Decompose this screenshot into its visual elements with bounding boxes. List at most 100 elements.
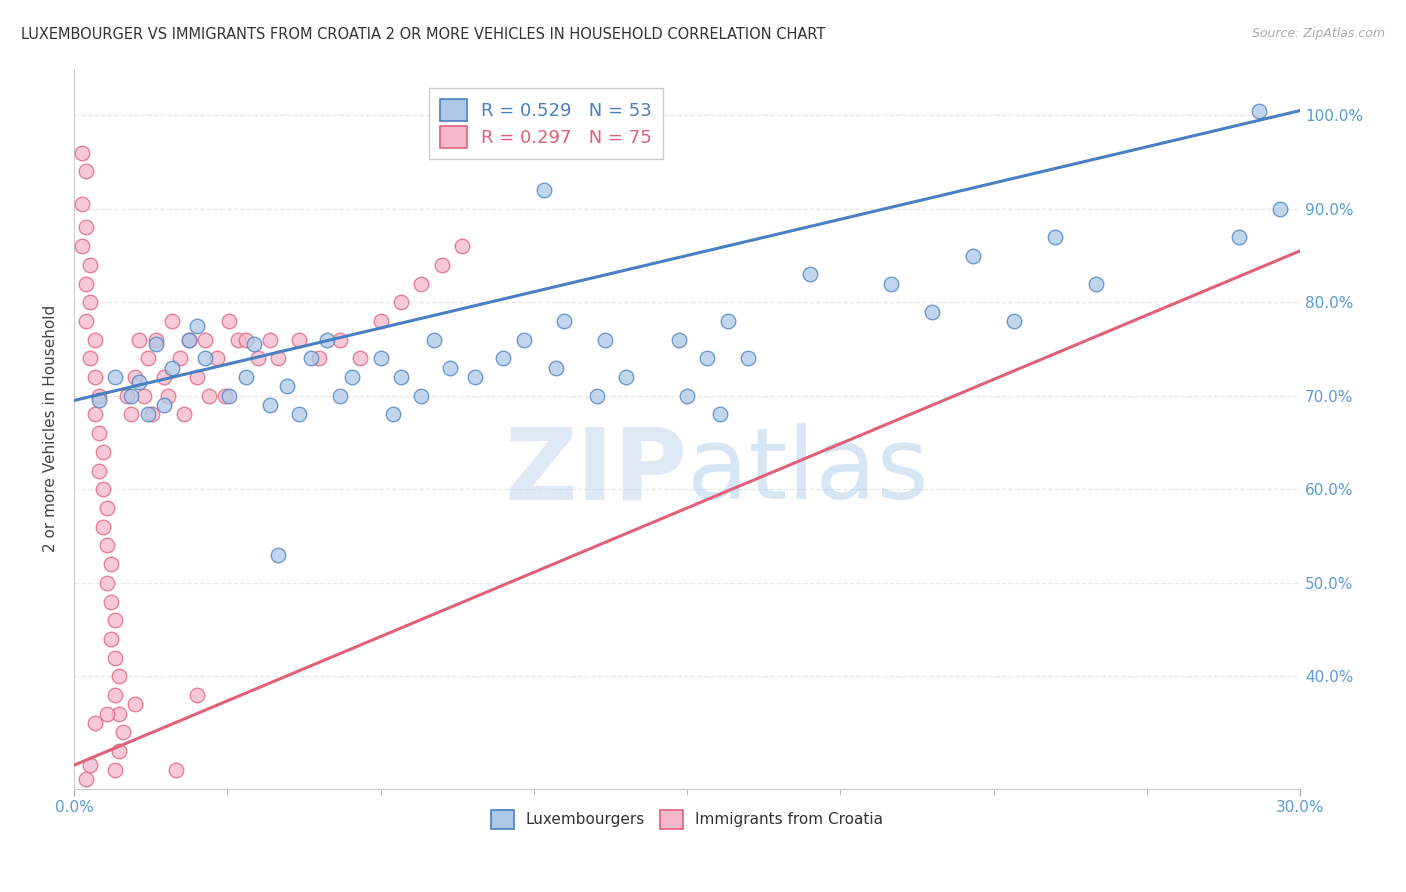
Point — [79, 295, 101, 310]
Point — [737, 351, 759, 366]
Point — [235, 370, 257, 384]
Point — [104, 370, 127, 384]
Point — [87, 393, 110, 408]
Point — [173, 408, 195, 422]
Point — [205, 351, 228, 366]
Point — [1227, 230, 1250, 244]
Point — [75, 220, 97, 235]
Point — [1268, 202, 1291, 216]
Point — [153, 370, 176, 384]
Point — [72, 145, 94, 160]
Point — [316, 333, 339, 347]
Point — [104, 613, 127, 627]
Point — [389, 370, 412, 384]
Point — [145, 337, 167, 351]
Point — [75, 277, 97, 291]
Point — [100, 557, 122, 571]
Point — [308, 351, 330, 366]
Point — [120, 389, 142, 403]
Point — [115, 389, 138, 403]
Point — [91, 519, 114, 533]
Point — [235, 333, 257, 347]
Point — [83, 370, 105, 384]
Point — [389, 295, 412, 310]
Point — [1084, 277, 1107, 291]
Point — [112, 725, 135, 739]
Point — [595, 333, 617, 347]
Point — [169, 351, 191, 366]
Point — [194, 333, 217, 347]
Point — [136, 351, 159, 366]
Point — [96, 538, 118, 552]
Text: atlas: atlas — [688, 423, 929, 520]
Point — [186, 688, 208, 702]
Point — [124, 698, 146, 712]
Point — [160, 360, 183, 375]
Point — [370, 314, 392, 328]
Point — [411, 389, 433, 403]
Text: ZIP: ZIP — [505, 423, 688, 520]
Point — [267, 548, 290, 562]
Point — [512, 333, 534, 347]
Point — [439, 360, 461, 375]
Point — [100, 594, 122, 608]
Point — [1043, 230, 1066, 244]
Point — [132, 389, 155, 403]
Point — [136, 408, 159, 422]
Text: Source: ZipAtlas.com: Source: ZipAtlas.com — [1251, 27, 1385, 40]
Point — [145, 333, 167, 347]
Point — [259, 333, 281, 347]
Point — [177, 333, 200, 347]
Point — [91, 445, 114, 459]
Point — [104, 650, 127, 665]
Point — [108, 744, 131, 758]
Point — [381, 408, 404, 422]
Point — [546, 360, 568, 375]
Point — [75, 164, 97, 178]
Point — [799, 267, 821, 281]
Point — [553, 314, 575, 328]
Point — [96, 706, 118, 721]
Point — [177, 333, 200, 347]
Point — [75, 772, 97, 787]
Point — [96, 501, 118, 516]
Point — [340, 370, 363, 384]
Point — [370, 351, 392, 366]
Point — [1249, 103, 1271, 118]
Point — [880, 277, 903, 291]
Point — [962, 248, 984, 262]
Point — [186, 370, 208, 384]
Point — [668, 333, 690, 347]
Point — [717, 314, 740, 328]
Point — [299, 351, 322, 366]
Point — [124, 370, 146, 384]
Point — [422, 333, 444, 347]
Point — [218, 314, 240, 328]
Point — [288, 333, 311, 347]
Point — [430, 258, 453, 272]
Point — [160, 314, 183, 328]
Point — [104, 763, 127, 777]
Point — [218, 389, 240, 403]
Point — [243, 337, 266, 351]
Point — [709, 408, 731, 422]
Point — [128, 375, 150, 389]
Point — [921, 304, 943, 318]
Point — [214, 389, 236, 403]
Point — [198, 389, 221, 403]
Point — [157, 389, 180, 403]
Point — [79, 351, 101, 366]
Point — [246, 351, 269, 366]
Point — [329, 389, 352, 403]
Point — [120, 408, 142, 422]
Point — [87, 389, 110, 403]
Point — [79, 258, 101, 272]
Point — [226, 333, 249, 347]
Point — [83, 716, 105, 731]
Point — [128, 333, 150, 347]
Point — [79, 758, 101, 772]
Point — [72, 197, 94, 211]
Point — [108, 669, 131, 683]
Point — [451, 239, 474, 253]
Legend: Luxembourgers, Immigrants from Croatia: Luxembourgers, Immigrants from Croatia — [485, 804, 890, 835]
